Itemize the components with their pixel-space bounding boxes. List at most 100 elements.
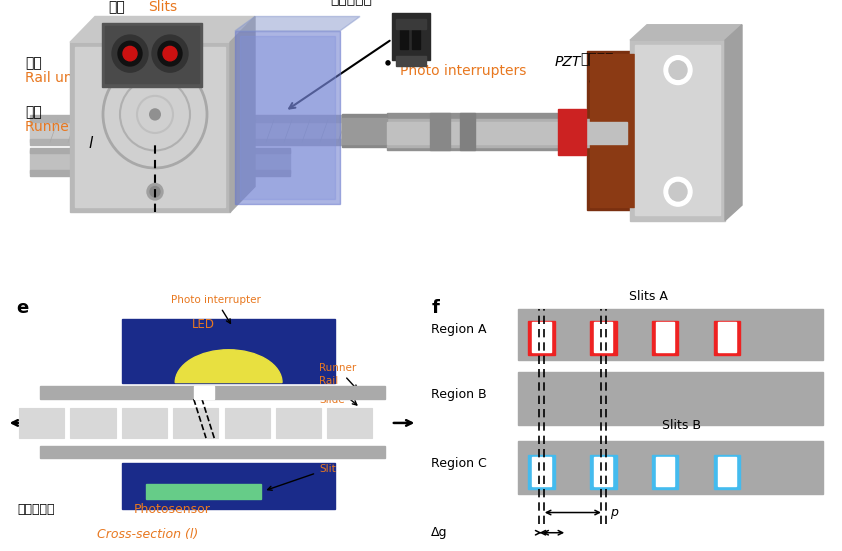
Bar [387,118,627,147]
Text: Photo interrupters: Photo interrupters [400,64,526,78]
Circle shape [664,56,692,84]
Text: Rail: Rail [319,376,357,405]
Bar [30,150,290,173]
Bar [713,321,740,355]
Bar [71,408,115,438]
Text: LED: LED [192,318,215,331]
Bar [387,122,627,144]
Text: Rail unit: Rail unit [25,71,82,84]
Bar [430,114,450,150]
Bar [342,117,387,144]
Circle shape [664,177,692,206]
Polygon shape [725,25,742,220]
Bar [400,27,408,50]
Bar [19,408,64,438]
Text: Slide: Slide [319,395,344,405]
Bar [532,457,551,486]
Bar [590,53,634,207]
Text: e: e [16,299,28,317]
Text: Region A: Region A [431,323,487,336]
Text: Cross-section (l): Cross-section (l) [97,528,199,541]
Text: l: l [88,137,93,152]
Text: Runner: Runner [319,363,357,390]
Text: 压电陶瓷: 压电陶瓷 [580,52,614,66]
Bar [532,322,551,352]
Text: 滑块: 滑块 [25,106,42,120]
Text: 小缝: 小缝 [108,1,125,14]
Bar [276,408,321,438]
Bar [40,446,385,458]
Bar [594,322,612,352]
Bar [652,455,679,489]
Bar [412,27,420,50]
Bar [240,36,335,199]
Bar [589,455,616,489]
Bar [194,386,214,399]
Bar [102,23,202,87]
Bar [587,51,637,210]
Circle shape [112,35,148,72]
Bar [30,148,290,153]
Bar [528,321,555,355]
Circle shape [149,108,161,121]
Circle shape [669,182,687,201]
Circle shape [150,187,160,197]
Text: Slits B: Slits B [662,419,701,432]
Polygon shape [235,17,360,31]
Bar [122,463,335,509]
Text: Δg: Δg [431,526,447,539]
Bar [518,309,823,360]
Bar [342,115,387,147]
Text: 轨道: 轨道 [25,56,42,70]
Bar [396,19,426,29]
Circle shape [150,42,160,52]
Bar [235,31,340,204]
Text: Slits A: Slits A [629,290,668,303]
Bar [460,114,475,150]
Circle shape [158,41,182,66]
Polygon shape [230,17,255,212]
Bar [392,13,430,60]
Text: Region B: Region B [431,388,487,402]
Bar [75,47,225,207]
Bar [30,170,290,176]
Bar [528,455,555,489]
Bar [558,109,586,155]
Text: Slits: Slits [148,1,177,14]
Bar [518,372,823,425]
Bar [396,56,426,66]
Circle shape [118,41,142,66]
Bar [105,26,199,84]
Polygon shape [70,17,255,42]
Bar [656,322,674,352]
Bar [652,321,679,355]
Bar [630,40,725,220]
Bar [328,408,372,438]
Bar [30,116,620,122]
Bar [717,322,736,352]
Bar [594,457,612,486]
Text: Photosensor: Photosensor [134,503,211,516]
Polygon shape [630,25,742,40]
Wedge shape [175,350,282,382]
Circle shape [147,39,163,56]
Text: p: p [610,506,618,519]
Text: Region C: Region C [431,457,487,469]
Text: f: f [432,299,440,317]
Bar [122,408,167,438]
Text: 光电传感器: 光电传感器 [17,503,55,516]
Bar [589,321,616,355]
Bar [30,120,620,142]
Bar [147,484,262,499]
Bar [70,42,230,212]
Bar [713,455,740,489]
Bar [30,139,620,145]
Bar [635,45,720,215]
Bar [387,114,627,150]
Bar [656,457,674,486]
Circle shape [669,61,687,79]
Circle shape [152,35,188,72]
Bar [518,441,823,494]
Text: PZT: PZT [555,55,581,69]
Text: 光电遮挡器: 光电遮挡器 [330,0,372,6]
